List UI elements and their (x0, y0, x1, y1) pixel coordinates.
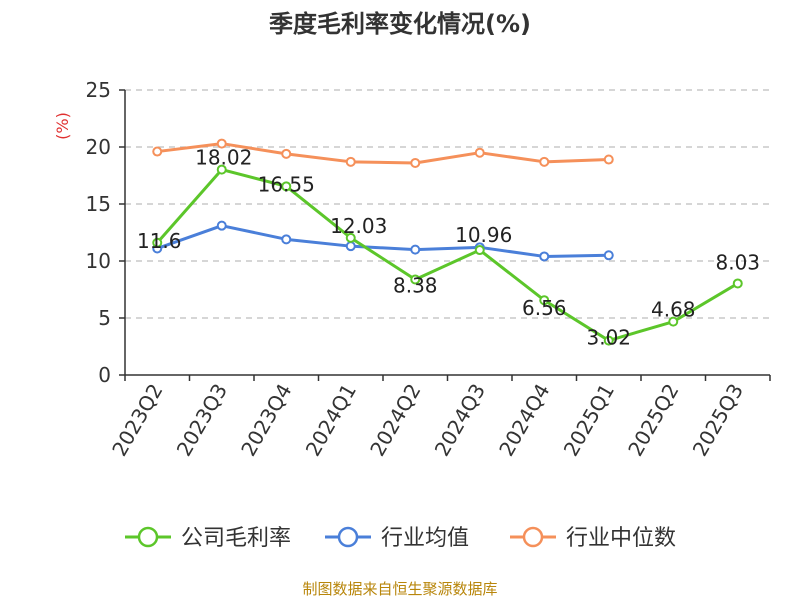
chart-title: 季度毛利率变化情况(%) (269, 10, 531, 38)
legend-label: 行业均值 (381, 526, 469, 551)
data-label: 11.6 (137, 229, 182, 253)
data-point (216, 138, 227, 149)
data-point (281, 181, 292, 192)
data-label: 10.96 (455, 223, 512, 247)
data-point (539, 251, 550, 262)
legend-marker (337, 526, 359, 548)
legend: 公司毛利率 行业均值 行业中位数 (125, 526, 676, 551)
axes (119, 89, 771, 381)
data-point (668, 316, 679, 327)
data-point (539, 156, 550, 167)
data-label: 3.02 (586, 326, 631, 350)
y-tick-label: 0 (98, 363, 111, 387)
x-tick-label: 2023Q2 (107, 380, 167, 461)
data-point (345, 232, 356, 243)
y-tick-label: 20 (86, 135, 111, 159)
grid-lines (125, 89, 770, 319)
x-tick-label: 2025Q2 (623, 380, 683, 461)
data-point (410, 244, 421, 255)
x-tick-label: 2024Q3 (430, 380, 490, 461)
x-tick-label: 2024Q4 (494, 380, 554, 461)
data-label: 12.03 (330, 214, 387, 238)
y-tick-label: 5 (98, 306, 111, 330)
data-label: 16.55 (258, 172, 315, 196)
x-tick-label: 2023Q3 (172, 380, 232, 461)
data-point (603, 335, 614, 346)
y-tick-labels: 0 5 10 15 20 25 (86, 78, 111, 387)
data-label: 18.02 (195, 146, 252, 170)
data-label: 6.56 (522, 296, 567, 320)
x-tick-label: 2023Q4 (236, 380, 296, 461)
series-1 (152, 220, 614, 262)
x-tick-label: 2025Q1 (559, 380, 619, 461)
legend-item-1: 行业均值 (325, 526, 469, 551)
data-point (216, 220, 227, 231)
y-tick-label: 10 (86, 249, 111, 273)
data-point (539, 295, 550, 306)
x-tick-label: 2024Q1 (301, 380, 361, 461)
x-tick-label: 2024Q2 (365, 380, 425, 461)
data-point (345, 241, 356, 252)
data-point (474, 245, 485, 256)
data-point (603, 250, 614, 261)
series-0 (152, 164, 743, 346)
y-tick-label: 15 (86, 192, 111, 216)
series-layer (152, 138, 743, 346)
data-point (152, 146, 163, 157)
data-point (281, 148, 292, 159)
legend-item-0: 公司毛利率 (125, 526, 291, 551)
data-point (152, 237, 163, 248)
data-point (474, 147, 485, 158)
legend-marker (522, 526, 544, 548)
data-point (410, 274, 421, 285)
data-point (732, 278, 743, 289)
series-line (156, 168, 739, 343)
series-line (156, 224, 609, 258)
data-point (410, 157, 421, 168)
x-tick-labels: 2023Q2 2023Q3 2023Q4 2024Q1 2024Q2 2024Q3 2024… (107, 380, 748, 461)
legend-label: 行业中位数 (566, 526, 676, 551)
legend-item-2: 行业中位数 (510, 526, 676, 551)
data-point (216, 164, 227, 175)
legend-marker (137, 526, 159, 548)
data-point (281, 234, 292, 245)
data-label: 8.03 (715, 250, 760, 274)
data-point (603, 154, 614, 165)
series-2 (152, 138, 614, 168)
x-tick-label: 2025Q3 (688, 380, 748, 461)
source-note: 制图数据来自恒生聚源数据库 (302, 580, 497, 598)
data-label: 4.68 (651, 298, 696, 322)
data-label: 8.38 (393, 273, 438, 297)
data-point (345, 156, 356, 167)
legend-label: 公司毛利率 (181, 526, 291, 551)
y-axis-unit: (%) (53, 112, 72, 140)
series-line (157, 142, 609, 165)
y-tick-label: 25 (86, 78, 111, 102)
